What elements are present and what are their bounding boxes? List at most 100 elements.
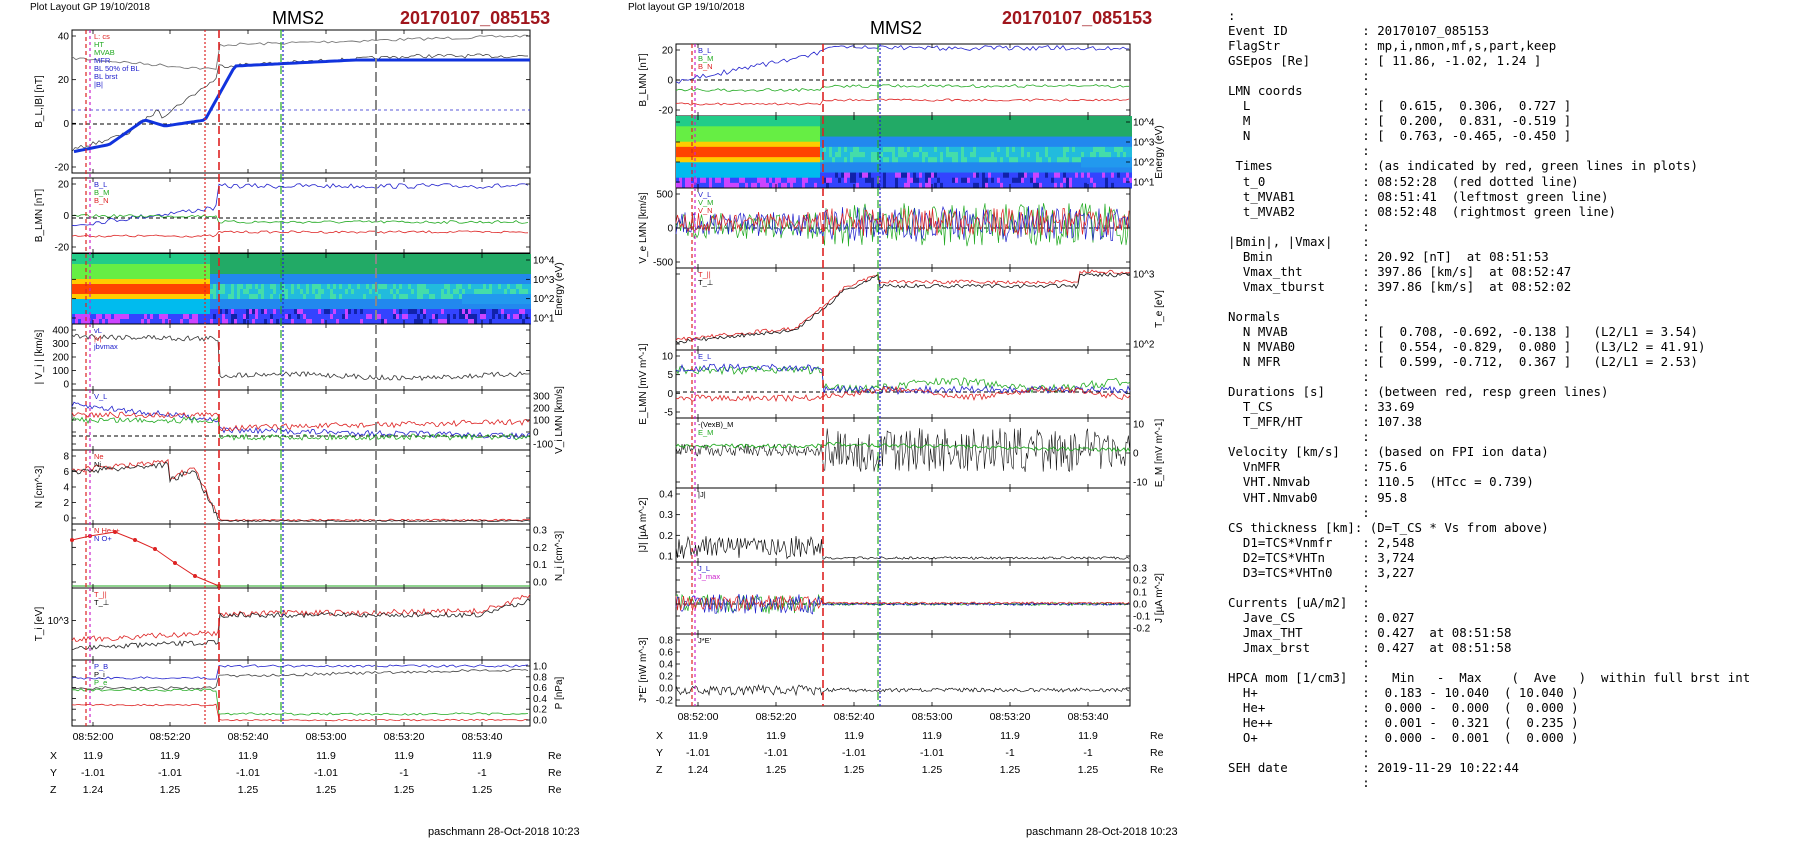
legend-entry: |v| — [94, 334, 102, 343]
ytick-label: 0.8 — [659, 636, 673, 647]
left-panel-hpca: 0.3 0.2 0.1 0.0 N_i [cm^-3] N He++N O+ — [70, 523, 565, 589]
info-line: N MVAB0 : [ 0.554, -0.829, 0.080 ] (L3/L… — [1228, 339, 1706, 355]
ytick-label: 0 — [63, 380, 69, 391]
vm-trace — [71, 411, 531, 432]
ylabel: J*E' [nW m^-3] — [638, 637, 649, 703]
ytick-label: 0.3 — [533, 526, 547, 537]
legend-entry: B_L — [94, 180, 107, 189]
legend-entry: L: cs — [94, 32, 110, 41]
info-line: |Bmin|, |Vmax| : — [1228, 233, 1370, 249]
bm-trace — [675, 84, 1129, 92]
ylabel: N [cm^-3] — [34, 466, 45, 509]
info-line: Vmax_tburst : 397.86 [km/s] at 08:52:02 — [1228, 278, 1572, 294]
ytick-label: 0.2 — [1133, 576, 1147, 587]
legend-entry: V_N — [698, 206, 713, 215]
ytick-label: 0 — [667, 76, 673, 87]
jn-trace — [675, 594, 1130, 612]
middle-panel-em: 10 0 -10 E_M [mV m^-1] -(VexB)_ME_M — [675, 417, 1165, 489]
legend-entry: BL 50% of BL — [94, 64, 140, 73]
ytick-label: 0.0 — [659, 684, 673, 695]
ylabel: T_i [eV] — [34, 607, 45, 642]
info-line: VnMFR : 75.6 — [1228, 459, 1408, 475]
ytick-label: -500 — [653, 258, 673, 269]
info-line: t_0 : 08:52:28 (red dotted line) — [1228, 173, 1579, 189]
ytick-label: 10^2 — [1133, 158, 1155, 169]
vl-trace — [71, 401, 531, 440]
left-footer: paschmann 28-Oct-2018 10:23 — [428, 826, 580, 838]
ve-n-trace — [675, 208, 1130, 236]
legend-entry: T_⊥ — [698, 278, 714, 287]
legend-entry: N O+ — [94, 534, 112, 543]
ytick-label: 10 — [662, 352, 674, 363]
ytick-label: 0 — [667, 389, 673, 400]
legend-entry: |B| — [94, 80, 103, 89]
ylabel: V_e LMN [km/s] — [638, 192, 649, 263]
position-unit: Re — [1150, 764, 1164, 776]
ytick-label: -20 — [659, 106, 674, 117]
je-trace — [675, 683, 1130, 697]
ylabel: P [nPa] — [554, 676, 565, 709]
ytick-label: 0.4 — [659, 660, 673, 671]
position-value: -1 — [1005, 747, 1014, 759]
b-magnitude-trace — [71, 34, 529, 70]
position-value: 1.25 — [160, 784, 181, 796]
middle-footer: paschmann 28-Oct-2018 10:23 — [1026, 826, 1178, 838]
info-line: : — [1228, 143, 1370, 159]
ytick-label: 0 — [63, 119, 69, 130]
ytick-label: 100 — [52, 366, 69, 377]
middle-panel-velmn: 500 0 -500 V_e LMN [km/s] V_LV_MV_N — [638, 187, 1131, 269]
info-line: : — [1228, 655, 1370, 671]
time-tick-label: 08:53:40 — [462, 731, 503, 743]
legend-entry: P_e — [94, 678, 107, 687]
legend-entry: |J| — [698, 490, 706, 499]
legend-entry: B_N — [94, 196, 109, 205]
legend-entry: -(VexB)_M — [698, 420, 733, 429]
panel-frame — [675, 487, 1131, 563]
panel-frame — [675, 633, 1131, 707]
he-density-point — [153, 547, 157, 551]
left-layout-label: Plot Layout GP 19/10/2018 — [30, 2, 150, 13]
position-value: 1.24 — [83, 784, 104, 796]
ytick-label: -20 — [55, 243, 70, 254]
legend-entry: HT — [94, 40, 104, 49]
position-value: 11.9 — [394, 750, 414, 762]
bm-trace — [71, 213, 529, 225]
info-line: Velocity [km/s] : (based on FPI ion data… — [1228, 444, 1549, 460]
left-panel-vmag: 400 300 200 100 0 | V_i | [km/s] vL|v|jbvmax — [34, 323, 531, 391]
info-line: Durations [s] : (between red, resp green… — [1228, 384, 1609, 400]
ytick-label: 0.4 — [533, 694, 547, 705]
bl-trace — [71, 182, 529, 227]
he-density-point — [70, 538, 74, 542]
position-value: 11.9 — [160, 750, 180, 762]
info-line: : — [1228, 218, 1370, 234]
position-row-label: Y — [50, 767, 57, 779]
info-line: N : [ 0.763, -0.465, -0.450 ] — [1228, 128, 1572, 144]
left-panel-pres: 1.00.80.60.40.20.0 P [nPa] P_BP_iP_e — [71, 659, 565, 727]
info-line: : — [1228, 745, 1370, 761]
ytick-label: 0.0 — [533, 716, 547, 727]
time-tick-label: 08:52:00 — [678, 711, 719, 723]
ytick-label: 20 — [58, 75, 70, 86]
event-info-panel: : Event ID : 20170107_085153 FlagStr : mp,… — [1228, 8, 1804, 790]
ylabel: |J| [µA m^-2] — [638, 497, 649, 552]
position-value: 1.25 — [922, 764, 943, 776]
info-line: FlagStr : mp,i,nmon,mf,s,part,keep — [1228, 38, 1557, 54]
position-value: -1.01 — [764, 747, 788, 759]
legend-entry: E_M — [698, 428, 713, 437]
info-line: LMN coords : — [1228, 83, 1370, 99]
info-line: t_MVAB2 : 08:52:48 (rightmost green line… — [1228, 203, 1616, 219]
left-spacecraft-title: MMS2 — [272, 8, 325, 28]
info-line: Currents [uA/m2] : — [1228, 594, 1370, 610]
position-value: 11.9 — [766, 730, 786, 742]
pb-trace — [71, 664, 529, 680]
position-value: 11.9 — [472, 750, 492, 762]
position-value: 1.25 — [472, 784, 493, 796]
info-line: Event ID : 20170107_085153 — [1228, 23, 1490, 39]
bn-trace — [71, 230, 529, 238]
info-line: Times : (as indicated by red, green line… — [1228, 158, 1698, 174]
bn-trace — [675, 98, 1130, 106]
position-unit: Re — [1150, 747, 1164, 759]
position-value: -1 — [399, 767, 408, 779]
